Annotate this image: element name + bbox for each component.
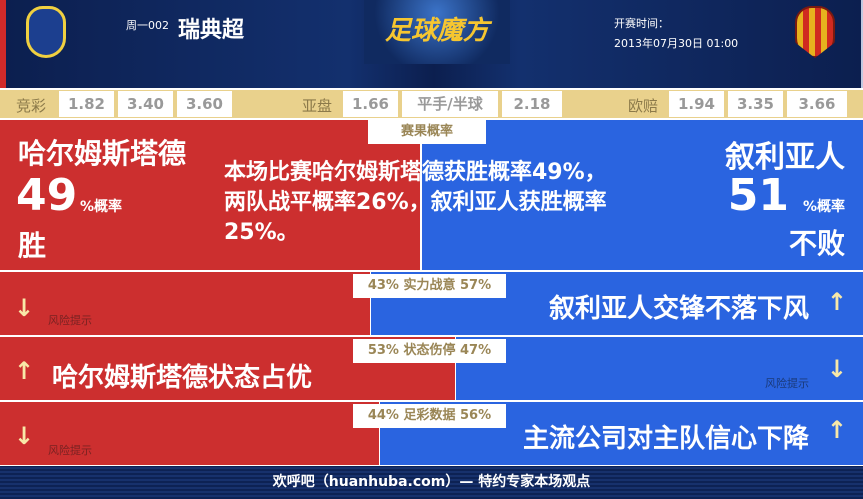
footer: 欢呼吧（huanhuba.com）— 特约专家本场观点	[0, 466, 863, 499]
yp-away: 2.18	[502, 91, 562, 117]
home-pct-unit: %概率	[80, 199, 123, 215]
home-insight: 哈尔姆斯塔德状态占优	[52, 363, 313, 393]
home-bar	[0, 402, 379, 465]
jc-draw: 3.40	[118, 91, 173, 117]
op-draw: 3.35	[728, 91, 783, 117]
factor-row: 44% 足彩数据 56% ↓ 风险提示 主流公司对主队信心下降 ↑	[0, 402, 863, 465]
risk-hint: 风险提示	[765, 377, 809, 390]
away-team-logo	[795, 6, 835, 58]
odds-bar: 竞彩 1.82 3.40 3.60 亚盘 1.66 平手/半球 2.18 欧赔 …	[0, 90, 863, 118]
risk-hint: 风险提示	[48, 314, 92, 327]
arrow-up-icon: ↑	[826, 416, 847, 444]
kickoff-time: 2013年07月30日 01:00	[614, 37, 739, 50]
factor-tag: 43% 实力战意 57%	[353, 274, 506, 298]
jc-home: 1.82	[59, 91, 114, 117]
header: 周一002 瑞典超 足球魔方 开赛时间： 2013年07月30日 01:00	[0, 0, 863, 88]
away-result: 不败	[788, 227, 845, 260]
op-away: 3.66	[787, 91, 847, 117]
arrow-up-icon: ↑	[14, 357, 35, 385]
away-name: 叙利亚人	[725, 140, 845, 175]
summary-text: 本场比赛哈尔姆斯塔德获胜概率49%，两队战平概率26%，叙利亚人获胜概率25%。	[224, 160, 607, 245]
kickoff: 开赛时间： 2013年07月30日 01:00	[614, 14, 738, 54]
jc-label: 竞彩	[16, 97, 47, 115]
home-bar	[0, 120, 420, 270]
arrow-down-icon: ↓	[14, 294, 35, 322]
away-insight: 主流公司对主队信心下降	[522, 424, 809, 454]
brand-logo: 足球魔方	[364, 0, 510, 64]
home-team-logo	[26, 6, 66, 58]
match-week: 周一002	[126, 19, 169, 32]
yp-line: 平手/半球	[402, 91, 498, 117]
home-name: 哈尔姆斯塔德	[18, 137, 187, 170]
away-insight: 叙利亚人交锋不落下风	[548, 294, 809, 324]
risk-hint: 风险提示	[48, 444, 92, 457]
kickoff-label: 开赛时间：	[614, 17, 669, 30]
yp-label: 亚盘	[302, 97, 333, 115]
factor-row: 43% 实力战意 57% ↓ 风险提示 叙利亚人交锋不落下风 ↑	[0, 272, 863, 335]
away-bar	[456, 337, 863, 400]
home-bar	[0, 272, 370, 335]
league-name: 瑞典超	[178, 18, 245, 43]
home-pct: 49	[16, 170, 78, 221]
yp-home: 1.66	[343, 91, 398, 117]
away-pct: 51	[727, 170, 789, 221]
arrow-down-icon: ↓	[826, 355, 847, 383]
factor-tag: 53% 状态伤停 47%	[353, 339, 506, 363]
arrow-down-icon: ↓	[14, 422, 35, 450]
op-label: 欧赔	[628, 97, 659, 115]
away-pct-unit: %概率	[802, 199, 845, 215]
result-probability: 赛果概率 哈尔姆斯塔德 49 %概率 胜 本场比赛哈尔姆斯塔德获胜概率49%，两…	[0, 120, 863, 270]
op-home: 1.94	[669, 91, 724, 117]
away-bar	[422, 120, 863, 270]
summary-tag: 赛果概率	[368, 120, 486, 144]
factor-tag: 44% 足彩数据 56%	[353, 404, 506, 428]
jc-away: 3.60	[177, 91, 232, 117]
arrow-up-icon: ↑	[826, 288, 847, 316]
home-result: 胜	[18, 229, 47, 262]
factor-row: 53% 状态伤停 47% ↑ 哈尔姆斯塔德状态占优 风险提示 ↓	[0, 337, 863, 400]
